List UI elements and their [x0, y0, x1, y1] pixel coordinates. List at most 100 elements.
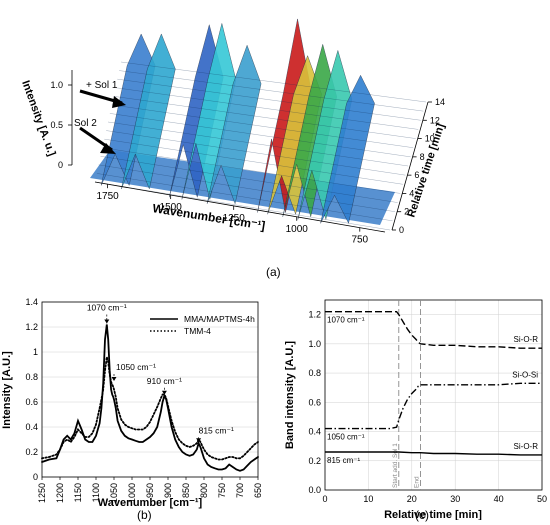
y-tick-label: 0.0: [308, 485, 321, 495]
time-slice-line: [100, 156, 398, 203]
event-label: Start add. Sol 1: [392, 443, 399, 488]
time-tick-label: 4: [409, 188, 414, 198]
x-tick-label: 1500: [160, 202, 183, 213]
legend-label: MMA/MAPTMS-4h: [184, 314, 255, 324]
x-tick-label: 1050: [109, 483, 119, 503]
time-slice-line: [115, 87, 419, 130]
x-tick-label: 1250: [37, 483, 47, 503]
time-tick-label: 8: [420, 152, 425, 162]
time-tick-label: 0: [399, 225, 404, 235]
series-line: [41, 324, 259, 472]
x-tick-label: 1200: [55, 483, 65, 503]
time-slice-line: [117, 78, 421, 121]
x-tick-label: 1100: [91, 483, 101, 502]
time-tick-label: 10: [425, 134, 435, 144]
y-tick-label: 0.8: [25, 372, 38, 382]
time-slice-line: [120, 61, 427, 103]
y-tick-label: 0.6: [25, 397, 38, 407]
z-tick-label: 0.5: [50, 120, 63, 130]
x-tick-label: 900: [163, 483, 173, 498]
time-slice-line: [96, 173, 393, 222]
sol2-label: Sol 2: [74, 118, 97, 129]
panel-b-label: (b): [137, 508, 152, 522]
x-tick-label: 1250: [223, 213, 246, 224]
time-tick-label: 6: [414, 170, 419, 180]
time-slice-line: [104, 138, 403, 185]
y-tick-label: 1.2: [308, 310, 321, 320]
z-ticks: 0 0.5 1.0: [50, 80, 72, 170]
y-axis-label: Band intensity [A.U.]: [284, 341, 296, 450]
band-intensity-chart: 0.0 0.2 0.4 0.6 0.8 1.0 1.2 0 10 20 30 40 50 Start a…: [284, 299, 547, 520]
plot-frame: [324, 299, 543, 491]
ticks: 0 0.2 0.4 0.6 0.8 1 1.2 1.4 1250 1200 1150 1100 1050…: [25, 297, 263, 503]
ticks: 0.0 0.2 0.4 0.6 0.8 1.0 1.2 0 10 20 30 40 50: [308, 310, 547, 504]
series-line: [325, 311, 542, 349]
x-tick-label: 950: [145, 483, 155, 498]
series-name-label: Si-O-R: [514, 335, 539, 344]
event-label: End: [413, 476, 420, 488]
x-tick-label: 1150: [73, 483, 83, 502]
x-tick-label: 40: [494, 494, 504, 504]
time-slice-line: [98, 164, 396, 212]
time-slice-line: [94, 181, 391, 231]
x-tick-label: 30: [450, 494, 460, 504]
x-axis-label: Wavenumber [cm⁻¹]: [152, 201, 267, 233]
z-tick-label: 0: [58, 160, 63, 170]
annotation-label: 1050 cm⁻¹: [116, 362, 156, 372]
y-tick-label: 1: [33, 347, 38, 357]
x-tick-label: 1000: [286, 224, 309, 235]
x-axis-label: Relative time [min]: [384, 509, 482, 520]
y-tick-label: 1.0: [308, 339, 321, 349]
x-axis-label: Wavenumber [cm⁻¹]: [98, 497, 203, 509]
x-axis: [94, 181, 386, 233]
time-tick-label: 2: [404, 207, 409, 217]
plot-frame: [41, 301, 259, 478]
time-slice-line: [106, 130, 406, 176]
x-tick-label: 750: [351, 235, 368, 246]
annotation-arrowhead: [104, 319, 110, 324]
series-name-label: Si-O-Si: [512, 370, 538, 379]
annotation-arrowhead: [161, 390, 167, 395]
x-tick-label: 10: [363, 494, 373, 504]
annotations: 1070 cm⁻¹ 1050 cm⁻¹ 910 cm⁻¹ 815 cm⁻¹: [87, 303, 234, 443]
time-slice-line: [111, 104, 414, 148]
x-tick-label: 800: [199, 483, 209, 498]
series-line: [41, 356, 259, 461]
z-tick-label: 1.0: [50, 80, 63, 90]
y-tick-label: 0.6: [308, 397, 321, 407]
sol1-label: + Sol 1: [86, 80, 118, 91]
panel-a-label: (a): [266, 265, 281, 279]
x-tick-label: 750: [217, 483, 227, 498]
x-ticks: 1750 1500 1250 1000 750: [96, 184, 369, 246]
y-tick-label: 0: [33, 472, 38, 482]
y-tick-label: 0.4: [25, 422, 38, 432]
x-tick-label: 50: [537, 494, 547, 504]
event-lines: Start add. Sol 1 End: [392, 300, 421, 490]
series-wavenumber-label: 1050 cm⁻¹: [327, 433, 365, 442]
time-slice-line: [119, 70, 424, 112]
x-tick-label: 700: [235, 483, 245, 498]
y-tick-label: 0.4: [308, 427, 321, 437]
z-axis-label: Intensity [A. u.]: [19, 79, 58, 158]
annotations: 1070 cm⁻¹ Si-O-R 1050 cm⁻¹ Si-O-Si 815 cm⁻¹ S…: [327, 316, 538, 465]
series: [325, 311, 542, 456]
sol1-arrowhead: [112, 96, 126, 108]
annotation-arrowhead: [111, 377, 117, 381]
grid: [42, 301, 258, 478]
time-slice-line: [102, 147, 401, 194]
panel-c-label: (c): [415, 508, 429, 522]
series-wavenumber-label: 815 cm⁻¹: [327, 456, 360, 465]
spectrum-chart: 0 0.2 0.4 0.6 0.8 1 1.2 1.4 1250 1200 1150 1100 1050…: [1, 297, 263, 509]
sol2-arrowhead: [100, 143, 116, 154]
y-tick-label: 0.2: [25, 447, 38, 457]
x-tick-label: 1000: [127, 483, 137, 503]
series-wavenumber-label: 1070 cm⁻¹: [327, 316, 365, 325]
time-slice-line: [107, 121, 409, 167]
surface-plot: 0 0.5 1.0 Intensity [A. u.] 1750 1500 1250 10…: [19, 18, 447, 246]
surface-ridges: [94, 18, 427, 231]
y-tick-label: 1.2: [25, 322, 38, 332]
annotation-label: 910 cm⁻¹: [147, 376, 182, 386]
time-axis: [391, 101, 429, 231]
x-tick-label: 0: [322, 494, 327, 504]
series-line: [325, 382, 542, 430]
